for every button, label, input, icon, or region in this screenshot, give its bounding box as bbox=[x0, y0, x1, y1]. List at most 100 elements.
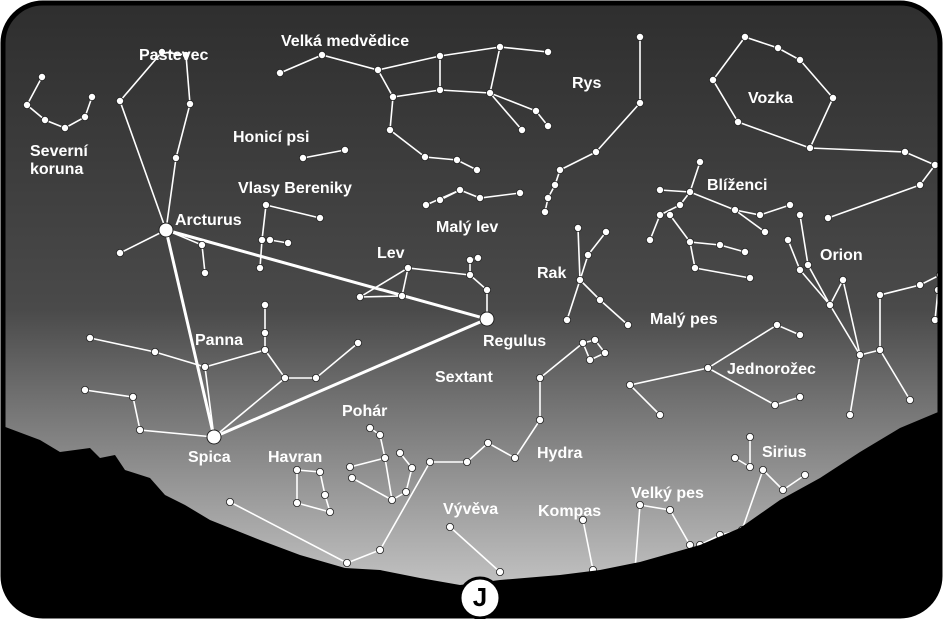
star bbox=[576, 276, 583, 283]
star bbox=[261, 329, 268, 336]
star bbox=[704, 364, 711, 371]
star bbox=[374, 66, 381, 73]
star bbox=[796, 56, 803, 63]
star bbox=[741, 33, 748, 40]
star bbox=[636, 99, 643, 106]
star bbox=[906, 396, 913, 403]
star bbox=[804, 261, 811, 268]
star bbox=[696, 158, 703, 165]
bright-star bbox=[207, 430, 221, 444]
star bbox=[86, 334, 93, 341]
star bbox=[686, 238, 693, 245]
star bbox=[436, 52, 443, 59]
constellation-label: Malý pes bbox=[650, 311, 718, 328]
star bbox=[876, 346, 883, 353]
star bbox=[266, 236, 273, 243]
star bbox=[596, 296, 603, 303]
star bbox=[381, 454, 388, 461]
star bbox=[151, 348, 158, 355]
star bbox=[201, 363, 208, 370]
star bbox=[602, 228, 609, 235]
star bbox=[759, 466, 766, 473]
star bbox=[584, 251, 591, 258]
constellation-label: Velký pes bbox=[631, 485, 704, 502]
star bbox=[824, 214, 831, 221]
star bbox=[299, 154, 306, 161]
star bbox=[556, 166, 563, 173]
star bbox=[261, 346, 268, 353]
star bbox=[826, 301, 833, 308]
star bbox=[388, 496, 395, 503]
star bbox=[402, 488, 409, 495]
star bbox=[261, 301, 268, 308]
star bbox=[796, 331, 803, 338]
star bbox=[316, 468, 323, 475]
star bbox=[408, 464, 415, 471]
star bbox=[316, 214, 323, 221]
constellation-label: koruna bbox=[30, 161, 83, 178]
star bbox=[592, 148, 599, 155]
star bbox=[563, 316, 570, 323]
star bbox=[326, 508, 333, 515]
star bbox=[574, 224, 581, 231]
star bbox=[532, 107, 539, 114]
star bbox=[23, 101, 30, 108]
constellation-label: Panna bbox=[195, 332, 243, 349]
star bbox=[796, 211, 803, 218]
star bbox=[486, 89, 493, 96]
constellation-label: Sirius bbox=[762, 444, 807, 461]
constellation-label: Vlasy Bereniky bbox=[238, 180, 352, 197]
star bbox=[321, 491, 328, 498]
star bbox=[579, 339, 586, 346]
star bbox=[276, 69, 283, 76]
star bbox=[796, 393, 803, 400]
star bbox=[473, 166, 480, 173]
constellation-label: Orion bbox=[820, 247, 863, 264]
star bbox=[656, 411, 663, 418]
star bbox=[398, 292, 405, 299]
star bbox=[709, 76, 716, 83]
star bbox=[386, 126, 393, 133]
constellation-label: Arcturus bbox=[175, 212, 242, 229]
star bbox=[116, 97, 123, 104]
star bbox=[796, 266, 803, 273]
star bbox=[686, 188, 693, 195]
star bbox=[389, 93, 396, 100]
star bbox=[551, 181, 558, 188]
constellation-label: Honicí psi bbox=[233, 129, 309, 146]
star bbox=[544, 194, 551, 201]
constellation-label: Regulus bbox=[483, 333, 546, 350]
star bbox=[544, 48, 551, 55]
star bbox=[624, 321, 631, 328]
constellation-label: Rys bbox=[572, 75, 601, 92]
constellation-label: Lev bbox=[377, 245, 405, 262]
star bbox=[201, 269, 208, 276]
star bbox=[801, 471, 808, 478]
star bbox=[136, 426, 143, 433]
star bbox=[829, 94, 836, 101]
sky-map: Velká medvědicePastevecRysVozkaSeverníko… bbox=[0, 0, 943, 619]
star bbox=[396, 449, 403, 456]
star bbox=[436, 196, 443, 203]
star bbox=[779, 486, 786, 493]
star bbox=[258, 236, 265, 243]
star bbox=[284, 239, 291, 246]
star bbox=[366, 424, 373, 431]
star bbox=[81, 113, 88, 120]
constellation-label: Malý lev bbox=[436, 219, 498, 236]
star bbox=[746, 274, 753, 281]
star bbox=[341, 146, 348, 153]
star bbox=[256, 264, 263, 271]
star bbox=[88, 93, 95, 100]
constellation-label: Vozka bbox=[748, 90, 793, 107]
star bbox=[61, 124, 68, 131]
star bbox=[541, 208, 548, 215]
star bbox=[656, 186, 663, 193]
star bbox=[348, 474, 355, 481]
star bbox=[916, 181, 923, 188]
star bbox=[756, 211, 763, 218]
star bbox=[453, 156, 460, 163]
star bbox=[731, 206, 738, 213]
star bbox=[734, 118, 741, 125]
star bbox=[129, 393, 136, 400]
